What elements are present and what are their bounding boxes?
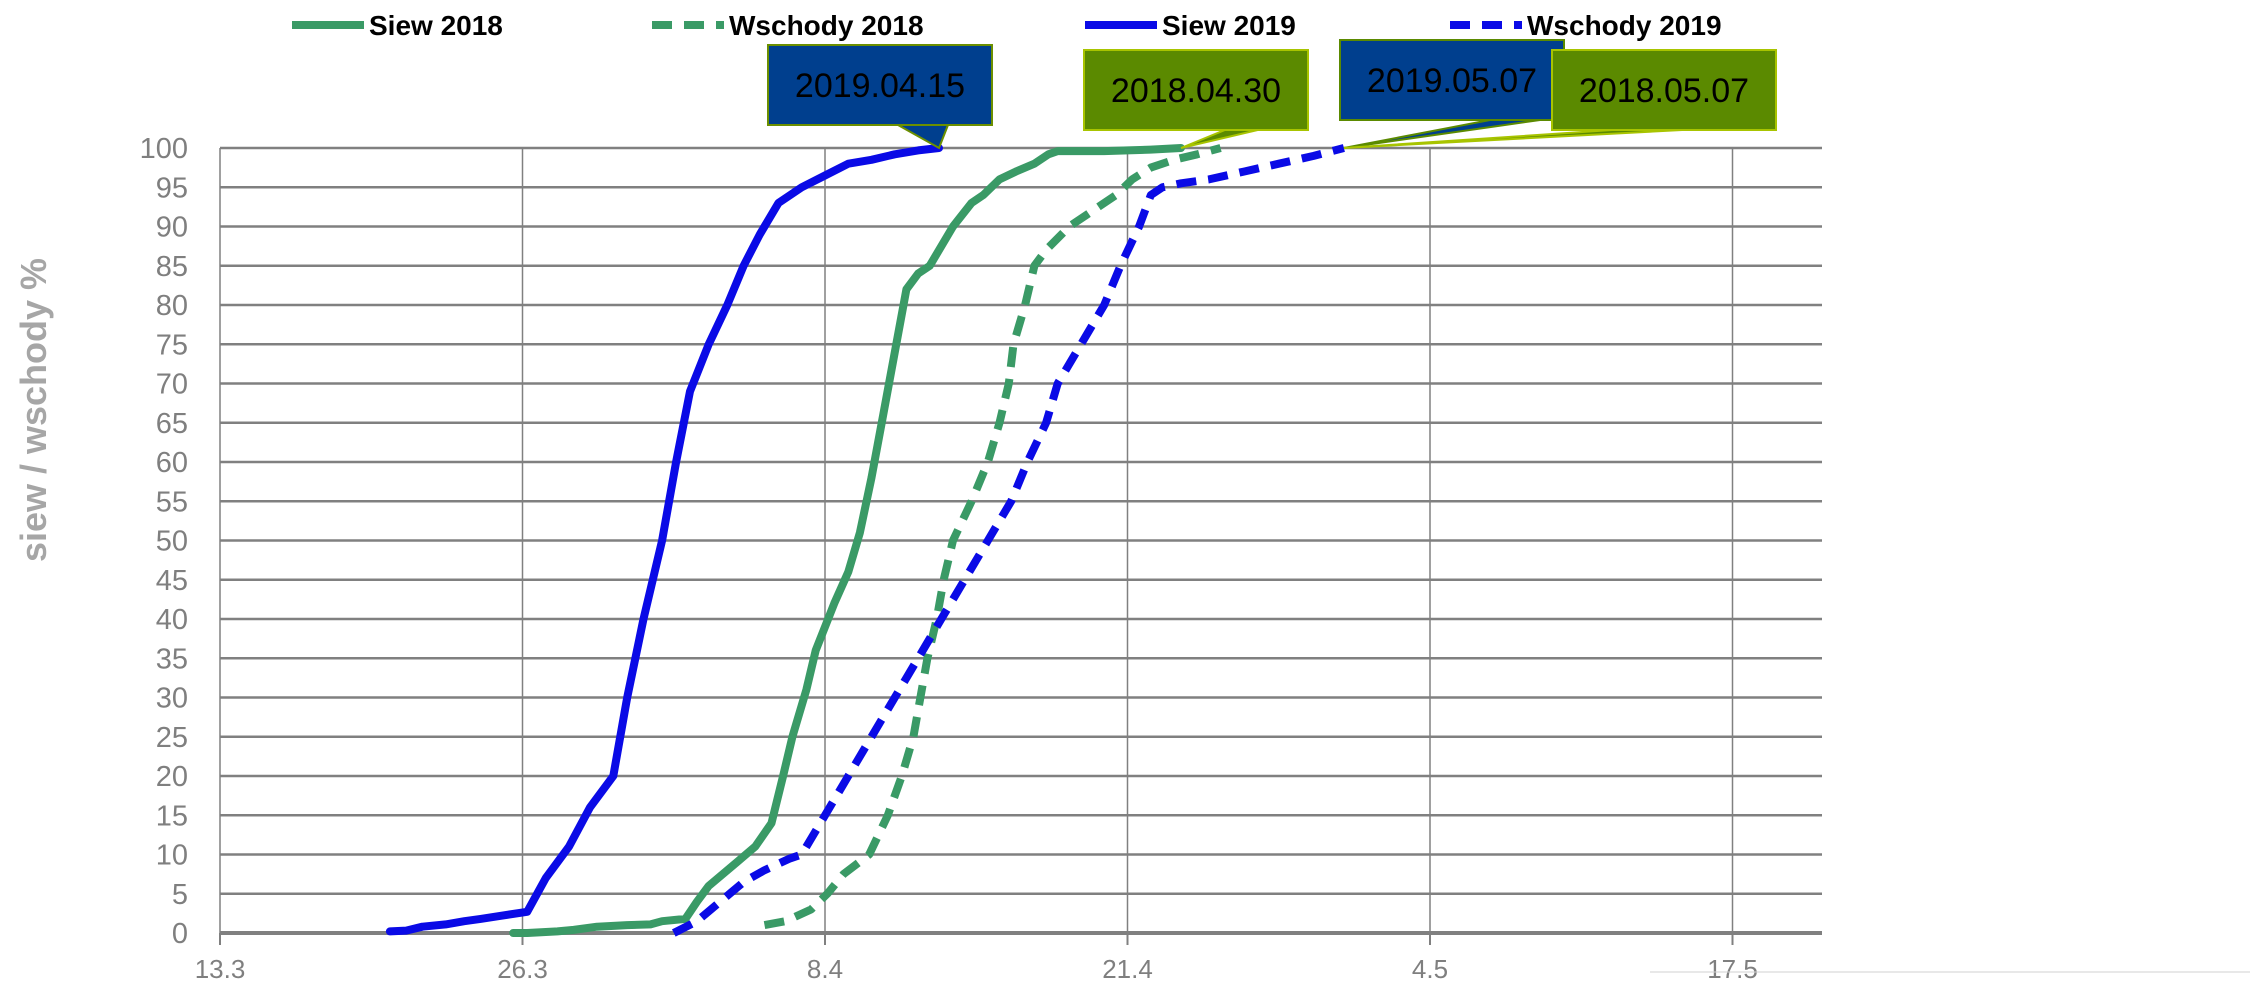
x-tick-label: 13.3 <box>195 954 246 983</box>
y-tick-label: 35 <box>156 643 188 675</box>
callout-box <box>1551 49 1777 131</box>
y-tick-label: 5 <box>172 879 188 911</box>
x-tick-label: 17.5 <box>1707 954 1758 983</box>
x-tick-label: 8.4 <box>807 954 843 983</box>
y-tick-label: 10 <box>156 840 188 872</box>
callout-label: 2019.05.07 <box>1367 62 1537 100</box>
x-tick-label: 21.4 <box>1102 954 1153 983</box>
legend-item-wschody-2018: Wschody 2018 <box>652 10 924 41</box>
y-tick-label: 40 <box>156 604 188 636</box>
y-tick-label: 80 <box>156 290 188 322</box>
series-line-wschody-2019 <box>671 144 1345 937</box>
y-tick-label: 50 <box>156 526 188 558</box>
callout-label: 2019.04.15 <box>795 67 965 105</box>
y-axis-label: siew / wschody % <box>13 258 54 562</box>
callout-label: 2018.05.07 <box>1579 72 1749 110</box>
callout-label: 2018.04.30 <box>1111 72 1281 110</box>
y-tick-label: 25 <box>156 722 188 754</box>
y-tick-label: 85 <box>156 251 188 283</box>
legend: Siew 2018 Wschody 2018 Siew 2019 Wschody 20… <box>292 10 1722 41</box>
callout-box <box>1339 39 1565 121</box>
callout-1: 2019.04.15 <box>767 44 993 150</box>
callout-box <box>1083 49 1309 131</box>
y-tick-label: 60 <box>156 447 188 479</box>
y-tick-label: 0 <box>172 918 188 950</box>
callout-4: 2018.05.07 <box>1343 49 1777 149</box>
x-tick-label: 26.3 <box>497 954 548 983</box>
legend-item-siew-2018: Siew 2018 <box>292 10 503 41</box>
legend-label: Wschody 2018 <box>729 10 924 41</box>
callout-pointer <box>894 124 950 150</box>
y-tick-label: 20 <box>156 761 188 793</box>
y-tick-label: 15 <box>156 800 188 832</box>
legend-item-siew-2019: Siew 2019 <box>1085 10 1296 41</box>
y-tick-label: 65 <box>156 408 188 440</box>
legend-label: Siew 2018 <box>369 10 503 41</box>
series-line-siew-2019 <box>385 144 943 936</box>
callout-3: 2019.05.07 <box>1339 39 1565 149</box>
grid <box>219 146 1822 935</box>
series-lines <box>385 144 1345 937</box>
y-tick-label: 55 <box>156 486 188 518</box>
y-tick-label: 30 <box>156 683 188 715</box>
callout-2: 2018.04.30 <box>1083 49 1309 149</box>
callouts: 2019.04.15 2018.04.30 2019.05.07 2018.05.07 <box>767 39 1777 150</box>
legend-item-wschody-2019: Wschody 2019 <box>1450 10 1722 41</box>
y-tick-label: 95 <box>156 172 188 204</box>
legend-label: Wschody 2019 <box>1527 10 1722 41</box>
y-tick-label: 45 <box>156 565 188 597</box>
series-line-wschody-2018 <box>763 144 1222 930</box>
y-tick-label: 70 <box>156 369 188 401</box>
legend-label: Siew 2019 <box>1162 10 1296 41</box>
axes: 0 5 10 15 20 25 30 35 40 45 50 55 60 65 70 75 80 85 90 95 10… <box>140 133 2250 983</box>
y-tick-label: 100 <box>140 133 188 165</box>
series-line-siew-2018 <box>509 144 1185 937</box>
callout-pointer <box>1343 119 1541 149</box>
x-tick-label: 4.5 <box>1412 954 1448 983</box>
y-tick-label: 90 <box>156 212 188 244</box>
y-tick-label: 75 <box>156 329 188 361</box>
callout-box <box>767 44 993 126</box>
